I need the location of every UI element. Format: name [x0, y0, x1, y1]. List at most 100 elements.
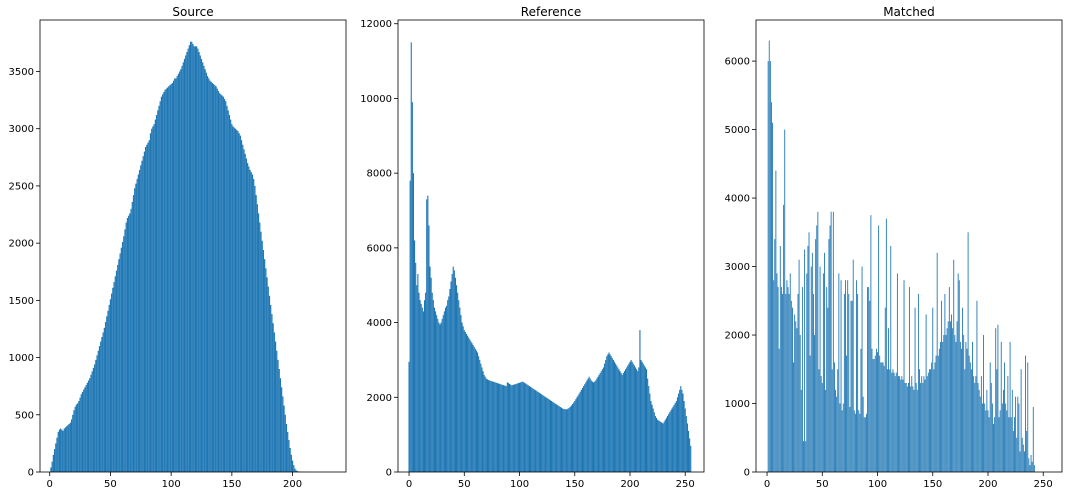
histogram-bar	[1024, 451, 1025, 472]
histogram-bar	[801, 287, 803, 472]
x-tick-label: 0	[406, 479, 412, 490]
histogram-bar	[873, 359, 875, 472]
histogram-bar	[944, 293, 946, 472]
histogram-bar	[951, 314, 952, 472]
histogram-bar	[917, 293, 919, 472]
x-tick-label: 50	[104, 479, 117, 490]
histogram-bar	[788, 293, 790, 472]
histogram-bar	[566, 409, 568, 472]
histogram-bar	[799, 335, 801, 472]
histogram-bar	[641, 361, 643, 472]
histogram-bar	[577, 395, 579, 472]
histogram-bar	[786, 280, 788, 472]
histogram-bar	[597, 376, 599, 472]
histogram-bar	[785, 293, 787, 472]
histogram-bar	[821, 382, 823, 472]
histogram-bar	[260, 231, 262, 472]
x-tick-label: 200	[283, 479, 302, 490]
histogram-bar	[535, 390, 537, 472]
y-tick-label: 3500	[9, 67, 34, 78]
histogram-bar	[181, 65, 183, 473]
histogram-bar	[949, 321, 951, 472]
histogram-bar	[579, 391, 581, 472]
histogram-bar	[853, 410, 855, 472]
histogram-bar	[194, 46, 197, 472]
histogram-bar	[660, 421, 662, 472]
x-tick-label: 150	[923, 479, 942, 490]
histogram-bar	[219, 93, 221, 473]
histogram-bar	[569, 406, 571, 472]
histogram-bar	[779, 246, 781, 472]
histogram-bar	[78, 401, 80, 472]
histogram-bar	[259, 222, 261, 472]
histogram-bar	[889, 369, 891, 472]
histogram-bar	[655, 417, 658, 472]
histogram-bar	[835, 389, 836, 472]
histogram-bar	[527, 385, 529, 472]
histogram-bar	[857, 293, 859, 472]
histogram-bar	[782, 293, 783, 472]
histogram-bar	[265, 268, 267, 472]
histogram-bar	[875, 348, 877, 472]
x-tick-label: 100	[868, 479, 887, 490]
histogram-bar	[50, 467, 52, 472]
histogram-bar	[125, 222, 127, 472]
histogram-bar	[592, 382, 595, 472]
histogram-bar	[162, 94, 164, 472]
matched-histogram: Matched 0 50 100 150 200 250 0 1000 2000 3000 4000…	[725, 5, 1063, 490]
histogram-bar	[205, 72, 207, 472]
histogram-bar	[631, 361, 633, 472]
histogram-bar	[984, 403, 986, 472]
histogram-bar	[126, 217, 129, 472]
histogram-bar	[155, 114, 158, 472]
histogram-bar	[454, 277, 456, 472]
histogram-bar	[428, 225, 430, 472]
histogram-bar	[649, 393, 651, 472]
bars	[767, 40, 1035, 473]
histogram-bar	[911, 376, 913, 472]
histogram-bar	[800, 389, 802, 472]
histogram-bar	[267, 286, 269, 472]
histogram-bar	[910, 386, 912, 472]
histogram-bar	[612, 359, 614, 472]
histogram-bar	[476, 352, 479, 472]
histogram-bar	[174, 78, 176, 473]
histogram-bar	[866, 413, 867, 472]
histogram-bar	[613, 361, 616, 472]
histogram-bar	[528, 386, 531, 472]
histogram-bar	[666, 415, 669, 472]
histogram-bar	[671, 408, 673, 472]
histogram-bar	[103, 327, 105, 472]
histogram-bar	[940, 341, 941, 472]
histogram-bar	[796, 328, 798, 472]
histogram-bar	[856, 280, 857, 472]
histogram-bar	[654, 415, 656, 472]
histogram-bar	[673, 404, 675, 472]
histogram-bar	[774, 239, 776, 472]
histogram-bar	[827, 307, 829, 472]
histogram-bar	[683, 401, 685, 472]
histogram-bar	[787, 287, 789, 472]
histogram-bar	[629, 361, 631, 472]
histogram-bar	[619, 371, 621, 472]
histogram-bar	[193, 46, 195, 472]
histogram-bar	[213, 84, 215, 472]
histogram-bar	[871, 348, 873, 472]
histogram-bar	[622, 373, 624, 472]
histogram-bar	[600, 371, 602, 472]
histogram-bar	[440, 322, 442, 472]
histogram-bar	[948, 287, 950, 472]
y-tick-label: 8000	[367, 169, 392, 180]
histogram-bar	[589, 378, 591, 472]
histogram-bar	[1031, 461, 1033, 472]
histogram-bar	[831, 369, 833, 472]
histogram-bar	[988, 417, 990, 472]
y-tick-label: 10000	[360, 94, 392, 105]
histogram-bar	[601, 369, 603, 472]
histogram-bar	[616, 365, 618, 472]
histogram-bar	[644, 367, 646, 472]
histogram-bar	[860, 348, 862, 472]
histogram-bar	[62, 430, 64, 472]
histogram-bar	[941, 300, 943, 472]
histogram-bar	[642, 363, 644, 472]
